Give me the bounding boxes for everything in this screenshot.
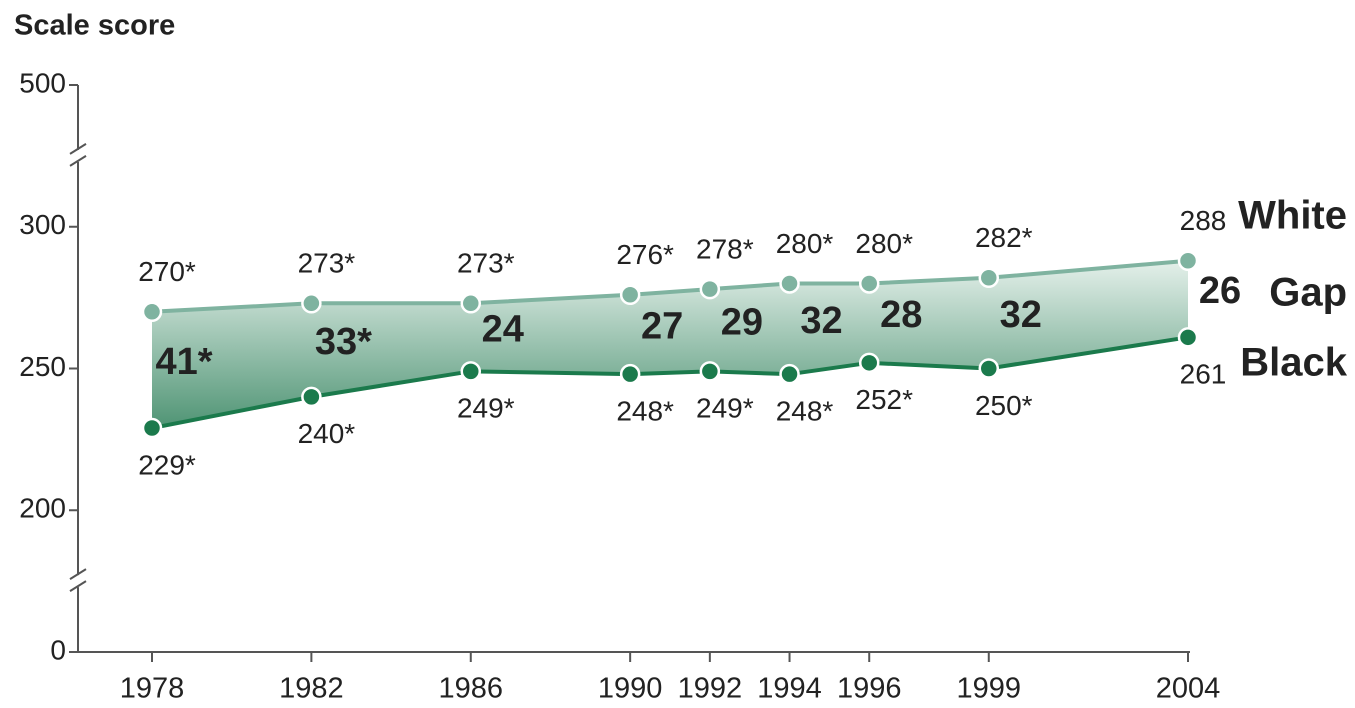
x-tick-label: 1999	[957, 673, 1022, 705]
gap-legend-label: Gap	[1269, 271, 1347, 315]
value-label: 250*	[975, 390, 1033, 421]
x-tick-label: 2004	[1156, 673, 1221, 705]
legend-label: White	[1238, 194, 1347, 238]
value-label: 270*	[138, 256, 196, 287]
point	[779, 273, 800, 294]
value-label: 278*	[696, 234, 754, 265]
gap-area	[152, 260, 1188, 429]
axis-break	[69, 568, 87, 580]
gap-label: 26	[1199, 270, 1241, 312]
axis-break	[69, 143, 87, 155]
y-axis-label: Scale score	[14, 10, 175, 42]
value-label: 280*	[855, 228, 913, 259]
gap-label: 33*	[315, 321, 372, 363]
value-label: 248*	[776, 396, 834, 427]
point	[141, 417, 163, 439]
point	[978, 358, 1000, 379]
value-label: 280*	[776, 228, 834, 259]
y-tick-label: 0	[50, 634, 66, 665]
point	[978, 267, 1000, 289]
gap-label: 41*	[155, 341, 212, 383]
value-label: 249*	[696, 393, 754, 424]
point	[460, 293, 482, 314]
x-tick-label: 1982	[279, 673, 344, 705]
axis-break	[69, 580, 87, 592]
value-label: 273*	[457, 248, 515, 279]
point	[619, 284, 641, 306]
x-tick-label: 1986	[439, 673, 504, 705]
point	[301, 386, 322, 408]
x-tick-label: 1992	[678, 673, 743, 705]
point	[779, 363, 800, 385]
value-label: 276*	[616, 239, 674, 270]
point	[619, 363, 641, 385]
gap-label: 28	[880, 294, 922, 336]
x-tick-label: 1978	[120, 673, 185, 705]
y-tick-label: 200	[19, 493, 66, 524]
value-label: 261	[1180, 359, 1227, 390]
value-label: 248*	[616, 396, 674, 427]
point	[858, 352, 880, 374]
y-tick-label: 300	[19, 209, 66, 240]
x-tick-label: 1990	[598, 673, 663, 705]
value-label: 240*	[298, 418, 356, 449]
gap-label: 32	[1000, 294, 1042, 336]
point	[1177, 250, 1199, 272]
gap-label: 24	[482, 308, 524, 350]
x-tick-label: 1994	[757, 673, 822, 705]
point	[1177, 327, 1199, 348]
legend-label: Black	[1240, 341, 1347, 385]
gap-label: 29	[721, 301, 763, 343]
value-label: 252*	[855, 384, 913, 415]
point	[699, 278, 721, 300]
value-label: 229*	[138, 449, 196, 480]
axis-break	[69, 155, 87, 167]
axis-break-gap	[74, 149, 82, 162]
y-tick-label: 500	[19, 67, 66, 98]
axis-break-gap	[74, 575, 82, 588]
value-label: 273*	[298, 248, 356, 279]
point	[141, 301, 163, 323]
y-tick-label: 250	[19, 351, 66, 382]
value-label: 282*	[975, 222, 1033, 253]
point	[699, 361, 721, 382]
point	[858, 273, 880, 294]
value-label: 249*	[457, 393, 515, 424]
point	[301, 293, 322, 314]
point	[460, 361, 482, 382]
x-tick-label: 1996	[837, 673, 902, 705]
gap-label: 32	[800, 300, 842, 342]
value-label: 288	[1180, 205, 1227, 236]
gap-label: 27	[641, 306, 683, 348]
